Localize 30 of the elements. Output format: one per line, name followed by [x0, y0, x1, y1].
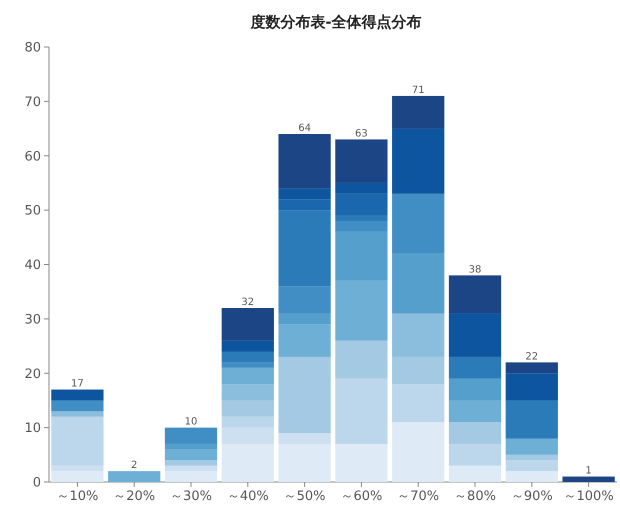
- xtick: ～20%: [113, 489, 156, 504]
- ytick: 80: [24, 40, 41, 56]
- total: 32: [241, 297, 254, 308]
- ytick: 0: [32, 476, 41, 490]
- total: 63: [355, 128, 368, 140]
- xtick: ～40%: [226, 489, 269, 504]
- ytick: 40: [24, 258, 41, 273]
- ytick: 10: [24, 421, 41, 436]
- title: 度数分布表-全体得点分布: [250, 13, 422, 31]
- total: 17: [71, 378, 84, 390]
- xtick: ～100%: [564, 489, 614, 504]
- total: 22: [525, 351, 538, 362]
- ytick: 70: [24, 94, 41, 110]
- total: 10: [184, 416, 198, 428]
- total: 38: [468, 264, 482, 276]
- ytick: 20: [24, 366, 41, 382]
- ytick: 50: [24, 204, 41, 219]
- xtick: ～10%: [56, 489, 98, 504]
- xtick: ～60%: [340, 489, 382, 504]
- xtick: ～90%: [510, 489, 553, 504]
- xtick: ～70%: [397, 489, 440, 504]
- ytick: 30: [24, 312, 41, 328]
- ytick: 60: [24, 149, 41, 164]
- xtick: ～50%: [284, 489, 326, 504]
- total: 64: [298, 123, 311, 134]
- xtick: ～30%: [170, 489, 212, 504]
- total: 1: [585, 466, 592, 477]
- xtick: ～80%: [454, 489, 496, 504]
- total: 71: [412, 84, 425, 96]
- total: 2: [131, 460, 138, 472]
